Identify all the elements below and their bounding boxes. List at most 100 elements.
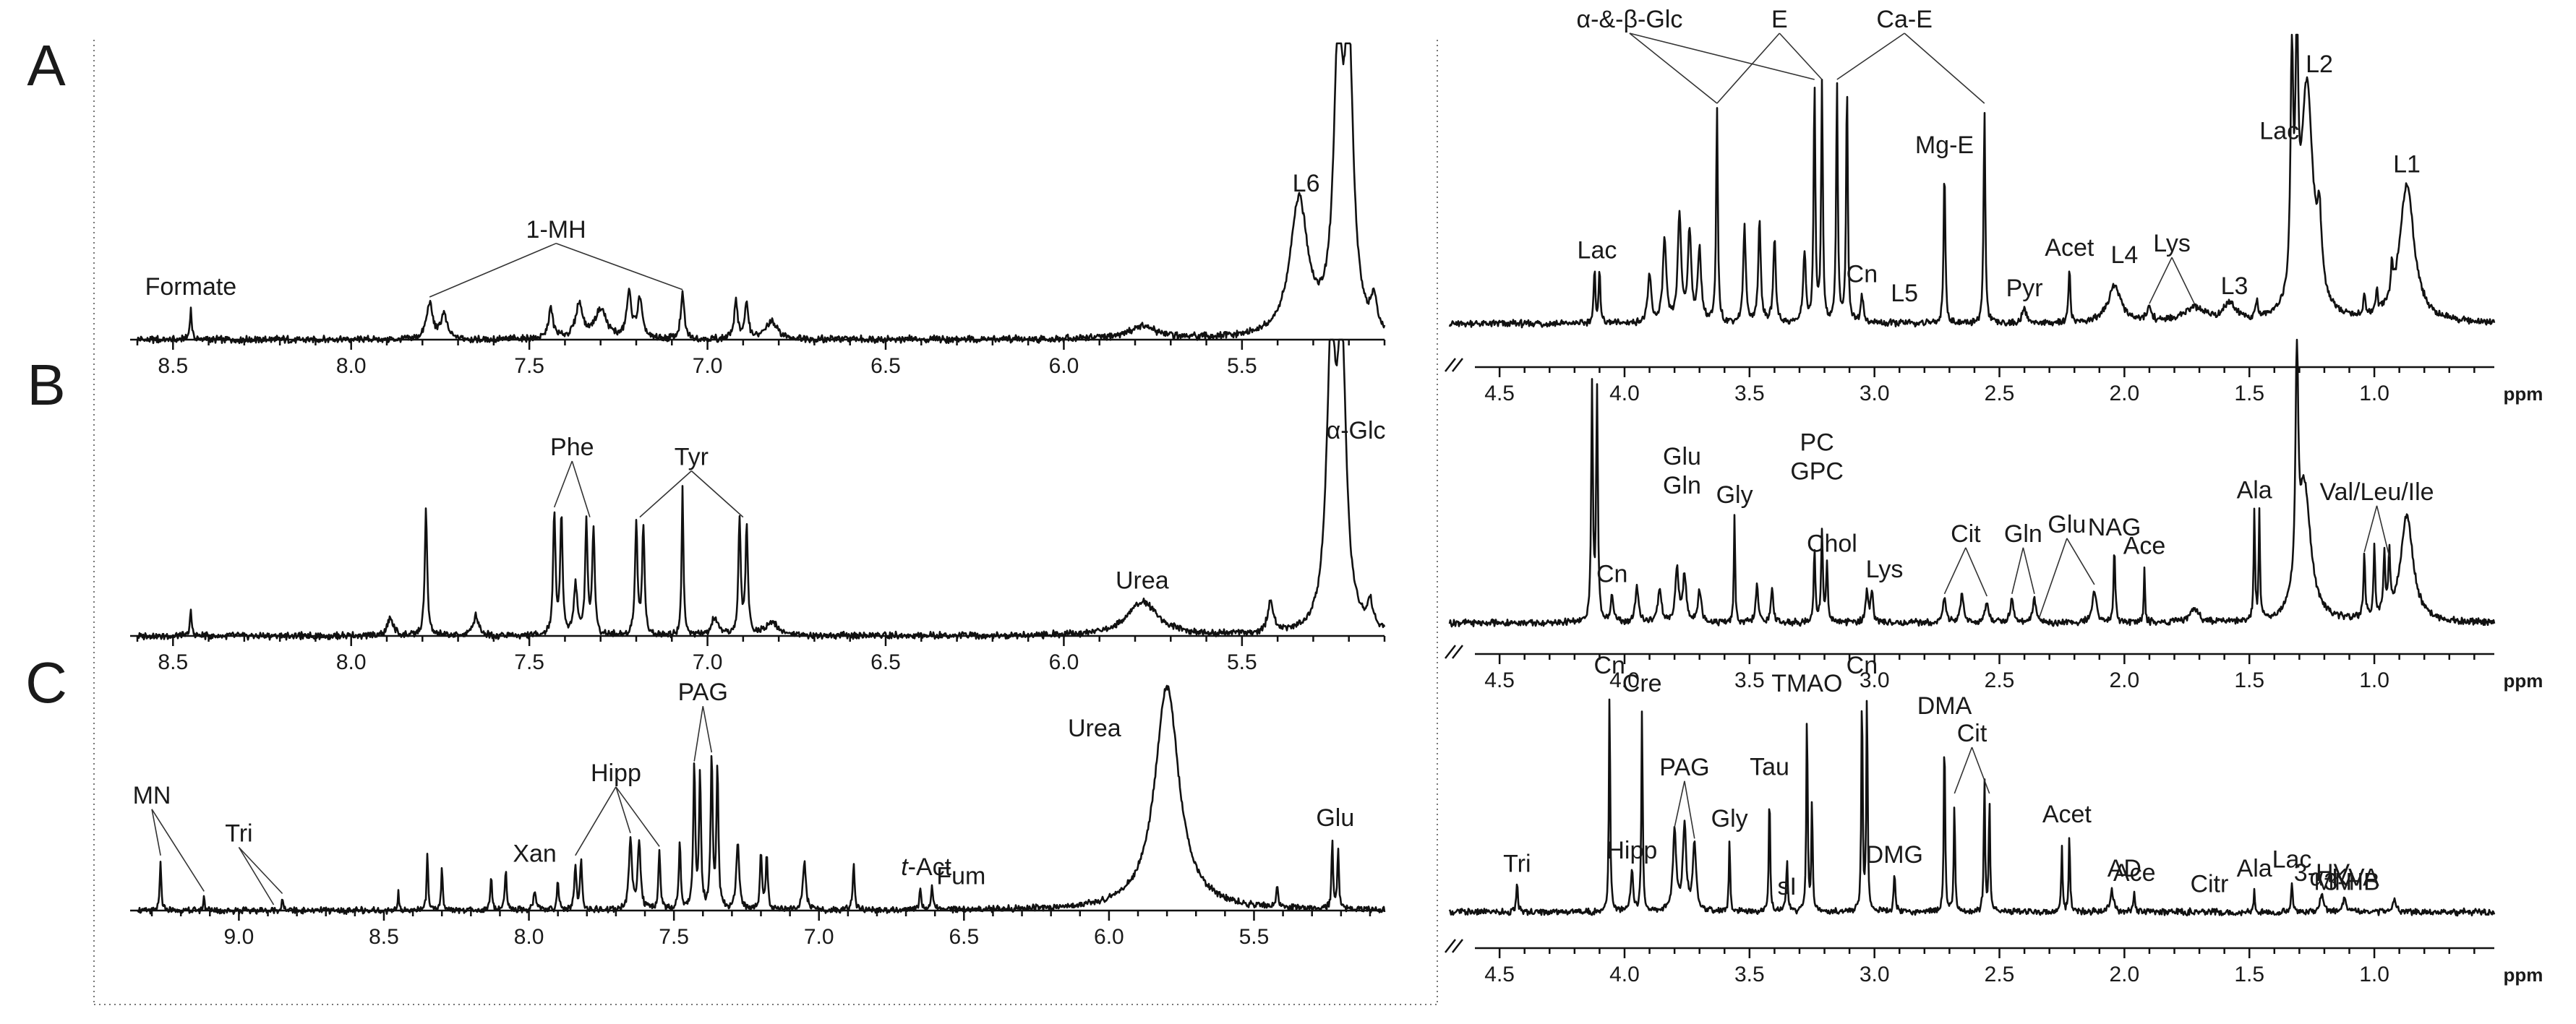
label-leader-line (1629, 33, 1718, 104)
peak-label-group: L6 (1293, 170, 1320, 197)
label-leader-line (1779, 33, 1823, 80)
x-tick-label: 3.0 (1860, 382, 1890, 405)
peak-label-group: Hipp (575, 760, 660, 856)
peak-label-group: Ala (2237, 855, 2272, 882)
x-axis: 4.5 4.0 3.5 3.0 2.5 2.0 1.5 1.0 ppm (1445, 939, 2543, 986)
peak-label-group: Gly (1711, 805, 1748, 832)
peak-label-group: Cit (1943, 520, 1987, 597)
x-tick-label: 6.5 (949, 925, 979, 949)
peak-label-group: Xan (513, 840, 557, 867)
peak-label: Gln (2004, 520, 2042, 548)
peak-label: Lys (2153, 230, 2191, 257)
peak-label-group: L4 (2110, 241, 2138, 269)
peak-label: Chol (1807, 530, 1857, 558)
label-leader-line (151, 809, 205, 892)
label-leader-line (571, 460, 591, 517)
x-axis-unit: ppm (2504, 670, 2543, 692)
label-leader-line (693, 706, 704, 762)
x-tick-label: 6.0 (1094, 925, 1124, 949)
spectrum-panel-b-left: 8.5 8.0 7.5 7.0 6.5 6.0 5.5 Phe Tyr Urea α-Glc (130, 338, 1386, 674)
peak-label: TMAO (1771, 670, 1842, 697)
peak-label: α-&-β-Glc (1576, 6, 1682, 33)
x-tick-label: 5.5 (1227, 650, 1257, 674)
peak-label: Lys (1866, 556, 1904, 583)
label-leader-line (555, 243, 683, 291)
x-axis: 8.5 8.0 7.5 7.0 6.5 6.0 5.5 (130, 338, 1386, 378)
peak-label-group: Phe (550, 434, 594, 517)
peak-label: DMA (1917, 692, 1972, 720)
peak-label: sI (1777, 873, 1796, 900)
peak-label-group: Chol (1807, 530, 1857, 558)
peak-labels: Formate 1-MH L6 (145, 170, 1320, 301)
peak-label: Urea (1068, 715, 1121, 742)
peak-label-group: Lac (1578, 236, 1617, 264)
x-tick-label: 3.0 (1860, 963, 1890, 986)
peak-label: PAG (1659, 754, 1709, 781)
peak-label-group: L5 (1891, 280, 1918, 307)
x-tick-label: 7.5 (659, 925, 689, 949)
spectrum-trace (1448, 698, 2496, 917)
axis-break-mark (1445, 939, 1463, 953)
peak-label: 3-HV (2294, 859, 2350, 887)
x-tick-label: 2.0 (2110, 668, 2140, 692)
peak-label-group: Ala (2237, 476, 2272, 504)
peak-label: Gln (1663, 472, 1701, 499)
peak-label: L5 (1891, 280, 1918, 307)
label-leader-line (2363, 505, 2378, 553)
label-leader-line (2376, 505, 2390, 557)
x-tick-label: 2.0 (2110, 963, 2140, 986)
spectrum-trace (1448, 338, 2496, 628)
peak-label: Cit (1957, 720, 1987, 747)
spectrum-trace (136, 42, 1386, 345)
x-tick-label: 8.5 (369, 925, 399, 949)
label-leader-line (238, 846, 283, 895)
peak-label: Ace (2123, 533, 2166, 560)
spectrum-panel-c-right: 4.5 4.0 3.5 3.0 2.5 2.0 1.5 1.0 ppmTriCnCreHippP… (1445, 652, 2543, 986)
peak-label: Phe (550, 434, 594, 461)
label-leader-line (1954, 747, 1973, 794)
peak-label: α-Glc (1327, 417, 1386, 444)
peak-label-group: 3-HV (2294, 859, 2350, 887)
panel-letters: A B C (25, 33, 67, 715)
label-leader-line (575, 786, 617, 856)
peak-label-group: Pyr (2006, 275, 2043, 302)
x-tick-label: 4.5 (1484, 668, 1515, 692)
peak-labels: TriCnCreHippPAGGlyTMAOTausICnDMGDMACitAc… (1503, 652, 2380, 900)
peak-label: Cn (1847, 260, 1878, 288)
x-tick-label: 3.5 (1734, 668, 1765, 692)
peak-label: NAG (2088, 514, 2141, 541)
label-leader-line (702, 706, 713, 753)
peak-label: 1-MH (526, 216, 586, 244)
x-tick-label: 7.0 (693, 354, 723, 378)
peak-label: Ca-E (1876, 6, 1932, 33)
peak-label-group: MM (2314, 869, 2355, 896)
peak-label-group: Cn (1847, 652, 1878, 679)
peak-label: Hipp (591, 760, 641, 787)
peak-label: Acet (2042, 801, 2092, 828)
peak-label-group: α-&-β-Glc (1576, 6, 1815, 104)
x-axis: 4.5 4.0 3.5 3.0 2.5 2.0 1.5 1.0 ppm (1445, 358, 2543, 405)
peak-label-group: Lys (1866, 556, 1904, 583)
peak-label: Cre (1622, 670, 1662, 697)
x-axis: 4.5 4.0 3.5 3.0 2.5 2.0 1.5 1.0 ppm (1445, 645, 2543, 692)
x-tick-label: 4.5 (1484, 963, 1515, 986)
x-tick-label: 4.0 (1609, 963, 1640, 986)
peak-label: E (1771, 6, 1788, 33)
peak-label-group: DMG (1866, 841, 1923, 869)
peak-label-group: Formate (145, 273, 237, 301)
x-tick-label: 8.5 (158, 354, 188, 378)
label-leader-line (615, 786, 660, 847)
peak-label-group: α-KVA (2309, 864, 2379, 891)
label-leader-line (1629, 33, 1815, 80)
peak-label: Cit (1951, 520, 1981, 548)
label-leader-line (2011, 547, 2024, 594)
peak-label-group: Fum (936, 862, 985, 890)
label-leader-line (1674, 780, 1685, 827)
peak-label-group: Hipp (1606, 837, 1657, 864)
peak-label-group: Ace (2123, 533, 2166, 560)
x-tick-label: 7.5 (514, 650, 544, 674)
peak-label-group: Gln (2004, 520, 2042, 594)
